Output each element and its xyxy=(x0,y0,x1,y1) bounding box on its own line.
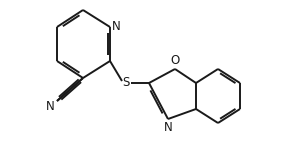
Text: N: N xyxy=(164,121,172,134)
Text: N: N xyxy=(112,19,121,32)
Text: N: N xyxy=(46,100,55,112)
Text: S: S xyxy=(122,77,130,90)
Text: O: O xyxy=(170,54,180,67)
